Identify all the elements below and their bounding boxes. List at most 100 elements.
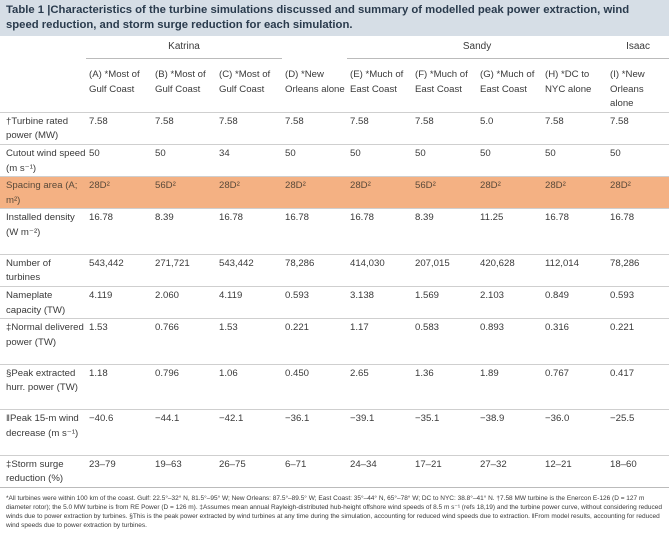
scenario-id: (C)	[219, 69, 233, 80]
table-cell: 16.78	[219, 212, 244, 224]
caption-label: Table 1 |	[6, 4, 51, 16]
group-underline-row	[0, 58, 669, 63]
scenario-header: (H) *DC to NYC alone	[542, 63, 607, 112]
table-cell: 16.78	[610, 212, 635, 224]
group-sandy: Sandy	[462, 40, 492, 52]
scenario-name: DC to NYC alone	[545, 69, 592, 95]
scenario-id: (A)	[89, 69, 102, 80]
scenario-header: (B) *Most of Gulf Coast	[152, 63, 216, 112]
table-cell: 8.39	[155, 212, 174, 224]
table-cell: 7.58	[545, 115, 564, 127]
table-cell: 420,628	[480, 257, 515, 269]
scenario-header: (F) *Much of East Coast	[412, 63, 477, 112]
table-cell: 271,721	[155, 257, 190, 269]
table-cell: 7.58	[610, 115, 629, 127]
table-cell: 34	[219, 147, 230, 159]
row-divider	[0, 454, 669, 456]
row-divider	[0, 409, 669, 411]
table-cell: 56D²	[152, 177, 216, 209]
table-cell: 0.593	[285, 290, 310, 302]
scenario-name: Most of Gulf Coast	[89, 69, 140, 95]
scenario-mark: *	[429, 69, 434, 80]
table-row: †Turbine rated power (MW) 7.58 7.58 7.58 7.5…	[0, 113, 669, 145]
table-cell: 0.796	[155, 367, 180, 379]
row-label: Cutout wind speed (m s⁻¹)	[6, 147, 86, 174]
table-cell: 1.53	[89, 322, 108, 334]
table-row: Number of turbines 543,442 271,721 543,442 7…	[0, 255, 669, 287]
scenario-id: (G)	[480, 69, 494, 80]
scenario-mark: *	[561, 69, 565, 80]
table-cell: 78,286	[285, 257, 315, 269]
table-cell: 7.58	[415, 115, 434, 127]
table-cell: 50	[350, 147, 361, 159]
table-cell: 0.221	[285, 322, 310, 334]
table-row: Nameplate capacity (TW) 4.119 2.060 4.119 0.…	[0, 287, 669, 319]
table-cell: 543,442	[89, 257, 124, 269]
caption-text: Characteristics of the turbine simulatio…	[6, 4, 630, 31]
header-spacer	[0, 63, 86, 112]
table-cell: 28D²	[86, 177, 152, 209]
group-isaac: Isaac	[626, 40, 650, 52]
table-cell: 0.593	[610, 290, 635, 302]
table-cell: 543,442	[219, 257, 254, 269]
scenario-header: (E) *Much of East Coast	[347, 63, 412, 112]
table-cell: 28D²	[607, 177, 669, 209]
scenario-header: (A) *Most of Gulf Coast	[86, 63, 152, 112]
table-cell: 50	[415, 147, 426, 159]
table-cell: 3.138	[350, 290, 375, 302]
table-cell: 24–34	[350, 458, 377, 470]
scenario-name: New Orleans alone	[285, 69, 345, 95]
table-cell: 207,015	[415, 257, 450, 269]
table-cell: 1.569	[415, 290, 440, 302]
row-label: §Peak extracted hurr. power (TW)	[6, 367, 78, 394]
table-cell: 50	[155, 147, 166, 159]
scenario-mark: *	[365, 69, 370, 80]
table-cell: 1.89	[480, 367, 499, 379]
table-cell: 414,030	[350, 257, 385, 269]
table-caption: Table 1 |Characteristics of the turbine …	[0, 0, 669, 36]
table-cell: 0.450	[285, 367, 310, 379]
scenario-name: Most of Gulf Coast	[155, 69, 206, 95]
table-row: Installed density (W m⁻²) 16.78 8.39 16.78 1…	[0, 209, 669, 254]
table-row: Cutout wind speed (m s⁻¹) 50 50 34 50 50 50 50 5…	[0, 145, 669, 177]
table-cell: −36.1	[285, 413, 310, 425]
table-cell: 1.53	[219, 322, 238, 334]
table-cell: 0.766	[155, 322, 180, 334]
table-cell: 50	[545, 147, 556, 159]
table-cell: 23–79	[89, 458, 116, 470]
scenario-header: (C) *Most of Gulf Coast	[216, 63, 282, 112]
table-cell: 1.06	[219, 367, 238, 379]
row-label: ‡Normal delivered power (TW)	[6, 322, 84, 348]
table-cell: 2.060	[155, 290, 180, 302]
table-cell: 28D²	[216, 177, 282, 209]
table-cell: 28D²	[542, 177, 608, 209]
table-row: §Peak extracted hurr. power (TW) 1.18 0.79…	[0, 365, 669, 410]
table-cell: 4.119	[89, 290, 113, 302]
table-cell: 7.58	[89, 115, 108, 127]
row-divider	[0, 176, 669, 178]
row-label: Number of turbines	[6, 257, 51, 284]
table-cell: 1.17	[350, 322, 369, 334]
table-cell: 0.221	[610, 322, 635, 334]
row-divider	[0, 208, 669, 210]
table-cell: 16.78	[350, 212, 375, 224]
scenario-name: Much of East Coast	[480, 69, 535, 95]
table-cell: 26–75	[219, 458, 246, 470]
table-cell: 28D²	[347, 177, 412, 209]
table-cell: 0.583	[415, 322, 440, 334]
table-cell: −40.6	[89, 413, 114, 425]
table-cell: 28D²	[477, 177, 542, 209]
scenario-name: Much of East Coast	[350, 69, 404, 95]
scenario-id: (E)	[350, 69, 363, 80]
table-cell: 0.316	[545, 322, 570, 334]
table-cell: 50	[285, 147, 296, 159]
table-cell: 0.417	[610, 367, 635, 379]
table-cell: 7.58	[219, 115, 238, 127]
table-cell: 7.58	[350, 115, 369, 127]
table-footnote: *All turbines were within 100 km of the …	[6, 495, 662, 529]
table-cell: 16.78	[89, 212, 114, 224]
table-cell: 50	[89, 147, 100, 159]
table-cell: −36.0	[545, 413, 570, 425]
scenario-id: (F)	[415, 69, 428, 80]
